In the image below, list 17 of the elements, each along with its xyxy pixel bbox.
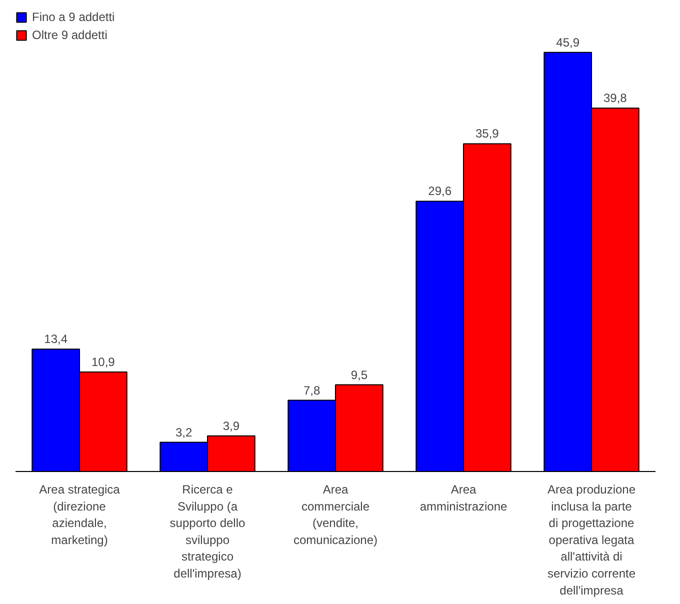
legend-label: Fino a 9 addetti	[32, 10, 115, 24]
x-tick-label: Area produzione inclusa la parte di progettazione operativa legata all'attività di servizio corrente dell'impresa	[547, 482, 636, 598]
data-label: 10,9	[92, 354, 116, 369]
data-label: 45,9	[556, 35, 580, 50]
data-label: 13,4	[44, 332, 68, 346]
x-tick-label: Ricerca e Sviluppo (a supporto dello sviluppo strategico dell'impresa)	[170, 482, 246, 580]
data-label: 9,5	[350, 368, 368, 382]
data-label: 35,9	[476, 126, 500, 141]
x-tick-label: Area commerciale (vendite, comunicazione)	[293, 482, 378, 547]
data-label: 3,2	[175, 425, 192, 440]
data-label: 7,8	[303, 383, 320, 398]
data-label: 29,6	[428, 184, 452, 198]
x-tick-label: Area strategica (direzione aziendale, marketing)	[39, 482, 120, 547]
x-tick-label: Area amministrazione	[420, 482, 508, 514]
data-label: 39,8	[604, 91, 628, 106]
legend-label: Oltre 9 addetti	[32, 28, 108, 42]
data-label: 3,9	[222, 418, 240, 433]
